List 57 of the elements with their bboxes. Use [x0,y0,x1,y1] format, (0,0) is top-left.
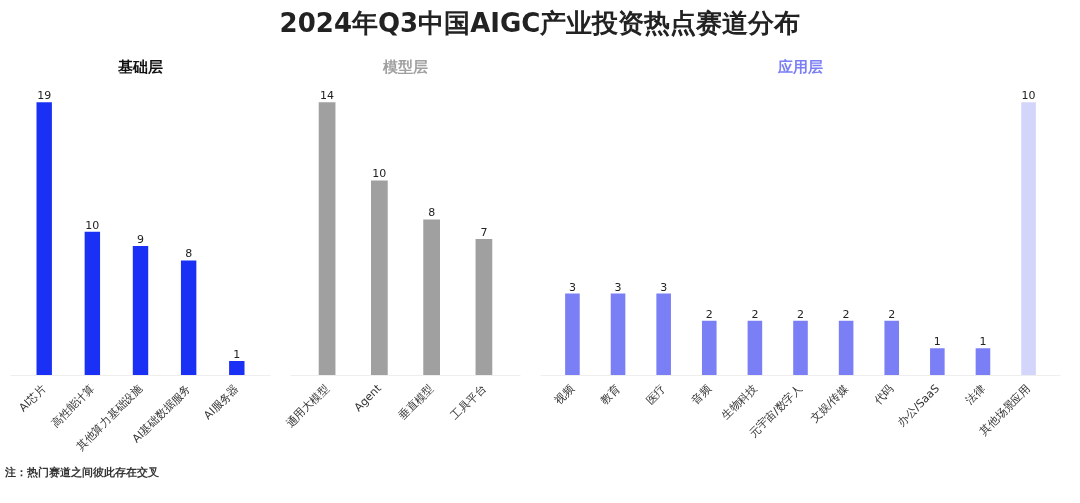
data-label: 3 [660,280,668,294]
data-label: 2 [797,307,804,321]
x-tick-label: 通用大模型 [283,381,332,430]
bar [565,293,580,376]
chart-title: 基础层 [117,57,163,76]
data-label: 10 [85,218,100,232]
data-label: 2 [751,307,759,321]
data-label: 14 [320,89,335,103]
data-label: 3 [614,280,622,294]
data-label: 2 [842,307,850,321]
bar [701,320,717,376]
bar [36,102,52,376]
bar [84,231,101,376]
text: 2024年Q3中国AIGC产业投资热点赛道分布 [279,7,801,40]
bar [1021,102,1036,376]
bar [656,293,671,376]
data-label: 19 [37,89,52,103]
data-label: 1 [979,335,987,349]
data-label: 2 [705,307,713,321]
x-tick-label: AI芯片 [16,381,49,415]
bar [838,320,854,376]
x-tick-label: 垂直模型 [395,381,437,423]
chart-title: 应用层 [777,57,823,76]
data-label: 7 [480,225,488,239]
bar [132,246,149,376]
data-label: 10 [1021,89,1036,103]
data-label: 9 [137,233,144,247]
data-label: 10 [372,167,387,181]
x-tick-label: 工具平台 [448,381,489,423]
bar [884,320,900,376]
text: 注：热门赛道之间彼此存在交叉 [5,465,159,481]
bar [975,348,991,376]
x-tick-label: 视频 [552,381,578,407]
x-tick-label: 代码 [870,381,897,408]
x-tick-label: 法律 [962,381,988,407]
x-tick-label: AI服务器 [201,381,242,423]
data-label: 1 [933,335,941,349]
chart-title: 模型层 [382,57,428,76]
x-tick-label: 音频 [689,381,714,407]
bar [180,260,197,376]
bar [793,320,808,376]
data-label: 3 [568,280,576,294]
bar [371,180,388,376]
x-tick-label: 文娱/传媒 [807,381,851,425]
bar [930,348,945,376]
bar [318,102,336,376]
bar [229,361,245,376]
x-tick-label: 教育 [597,381,623,407]
data-label: 1 [233,348,241,362]
x-tick-label: 医疗 [643,381,669,407]
bar [610,293,626,376]
bar [423,219,440,376]
bar [747,320,763,376]
bar [475,238,493,376]
data-label: 2 [888,307,896,321]
data-label: 8 [428,206,436,220]
data-label: 8 [185,247,193,261]
